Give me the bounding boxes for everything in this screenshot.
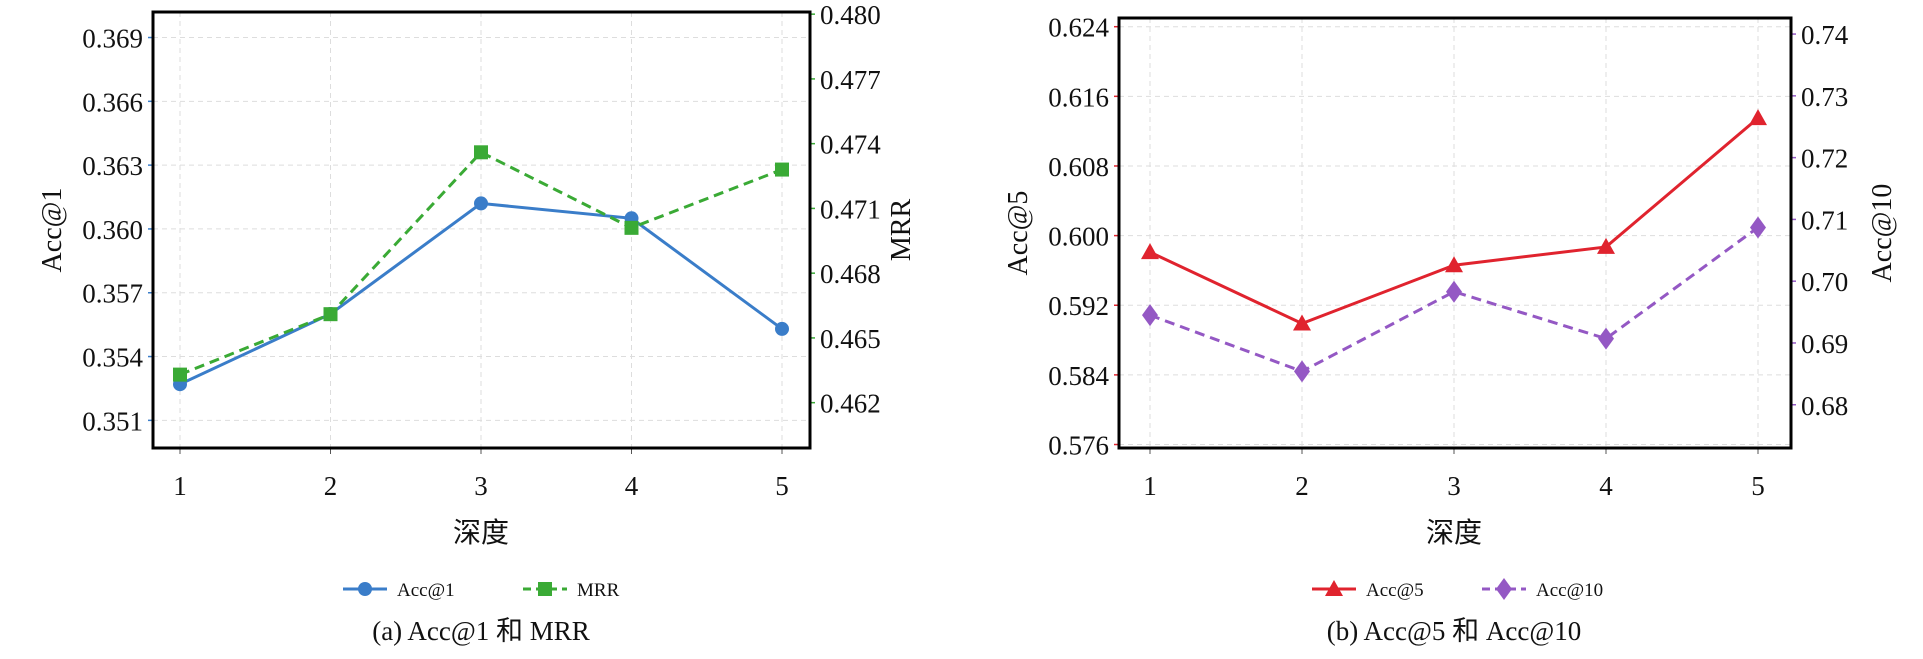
y2-axis-label: MRR xyxy=(886,199,917,262)
y2-tick-label: 0.70 xyxy=(1801,267,1848,297)
y2-axis-label: Acc@10 xyxy=(1867,184,1898,283)
data-point-acc-1 xyxy=(775,321,789,336)
legend-label-acc-10: Acc@10 xyxy=(1536,580,1603,601)
y2-tick-label: 0.74 xyxy=(1801,20,1849,50)
x-tick-label: 5 xyxy=(1751,471,1765,501)
y-axis-label: Acc@5 xyxy=(1003,191,1034,276)
legend-marker-mrr xyxy=(538,582,552,596)
chart-caption: (b) Acc@5 和 Acc@10 xyxy=(1327,616,1581,646)
y2-tick-label: 0.68 xyxy=(1801,391,1848,421)
y2-tick-label: 0.468 xyxy=(820,259,881,289)
data-point-acc-5 xyxy=(1749,109,1767,126)
legend-marker-acc-1 xyxy=(358,582,372,596)
data-point-acc-10 xyxy=(1750,216,1766,239)
y-tick-label: 0.584 xyxy=(1048,361,1109,391)
data-point-acc-5 xyxy=(1293,314,1311,331)
y-tick-label: 0.600 xyxy=(1048,222,1109,252)
legend-marker-acc-10 xyxy=(1496,578,1512,600)
x-tick-label: 2 xyxy=(1295,471,1309,501)
y2-tick-label: 0.471 xyxy=(820,194,881,224)
y2-tick-label: 0.480 xyxy=(820,0,881,30)
data-point-mrr xyxy=(173,367,187,382)
data-point-acc-5 xyxy=(1445,256,1463,273)
y2-tick-label: 0.462 xyxy=(820,389,881,419)
y-tick-label: 0.592 xyxy=(1048,291,1109,321)
y2-tick-label: 0.477 xyxy=(820,65,881,95)
legend-marker-acc-5 xyxy=(1325,580,1343,596)
y2-tick-label: 0.465 xyxy=(820,324,881,354)
y-tick-label: 0.363 xyxy=(82,151,143,181)
y2-tick-label: 0.69 xyxy=(1801,329,1848,359)
x-tick-label: 1 xyxy=(1143,471,1157,501)
y-tick-label: 0.366 xyxy=(82,87,143,117)
data-point-mrr xyxy=(775,162,789,177)
x-tick-label: 3 xyxy=(474,471,488,501)
plot-frame xyxy=(1117,16,1793,450)
legend-label-mrr: MRR xyxy=(577,580,620,601)
data-point-acc-10 xyxy=(1598,327,1614,350)
y-tick-label: 0.616 xyxy=(1048,82,1109,112)
y-axis-label: Acc@1 xyxy=(37,188,68,273)
legend-label-acc-1: Acc@1 xyxy=(397,580,455,601)
x-tick-label: 4 xyxy=(625,471,639,501)
y-tick-label: 0.357 xyxy=(82,279,143,309)
x-tick-label: 3 xyxy=(1447,471,1461,501)
plot-frame xyxy=(151,10,812,450)
y-tick-label: 0.360 xyxy=(82,215,143,245)
chart-a: 1 2 3 4 5 0.351 0.354 0.357 0.360 0.363 0.366 0.369… xyxy=(37,0,917,646)
data-point-acc-10 xyxy=(1142,304,1158,327)
y-tick-label: 0.608 xyxy=(1048,152,1109,182)
chart-caption: (a) Acc@1 和 MRR xyxy=(372,616,590,646)
y2-tick-label: 0.71 xyxy=(1801,205,1848,235)
data-point-acc-5 xyxy=(1597,237,1615,254)
x-tick-label: 4 xyxy=(1599,471,1613,501)
data-point-acc-1 xyxy=(474,196,488,211)
legend-label-acc-5: Acc@5 xyxy=(1366,580,1424,601)
data-point-acc-5 xyxy=(1141,243,1159,260)
data-point-mrr xyxy=(474,145,488,160)
data-point-mrr xyxy=(323,307,338,322)
x-tick-label: 5 xyxy=(775,471,789,501)
x-axis-label: 深度 xyxy=(453,517,509,549)
data-point-acc-10 xyxy=(1294,360,1310,383)
chart-b: 1 2 3 4 5 0.576 0.584 0.592 0.600 0.608 0.616 0.624… xyxy=(1003,13,1898,646)
x-axis-label: 深度 xyxy=(1426,517,1482,549)
y2-tick-label: 0.474 xyxy=(820,130,881,160)
y-tick-label: 0.576 xyxy=(1048,431,1109,461)
x-tick-label: 1 xyxy=(173,471,187,501)
y2-tick-label: 0.72 xyxy=(1801,144,1848,174)
data-point-acc-10 xyxy=(1446,280,1462,303)
y-tick-label: 0.369 xyxy=(82,24,143,54)
y-tick-label: 0.624 xyxy=(1048,13,1109,43)
y-tick-label: 0.351 xyxy=(82,406,143,436)
x-tick-label: 2 xyxy=(324,471,338,501)
y-tick-label: 0.354 xyxy=(82,343,143,373)
data-point-mrr xyxy=(624,220,639,235)
y2-tick-label: 0.73 xyxy=(1801,82,1848,112)
